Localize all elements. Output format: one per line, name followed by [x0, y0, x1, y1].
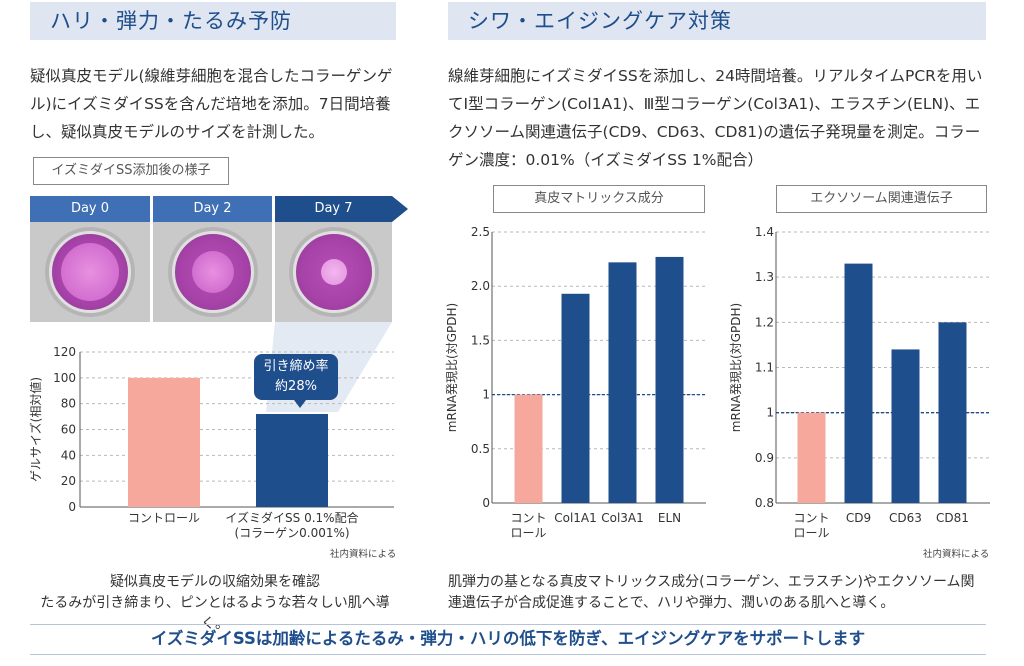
callout-line1: 引き締め率	[263, 359, 329, 374]
y-tick-label: 1.1	[755, 361, 774, 375]
y-axis-label: mRNA発現比(対GPDH)	[729, 303, 743, 432]
callout-line2: 約28%	[275, 379, 317, 394]
left-description: 疑似真皮モデル(線維芽細胞を混合したコラーゲンゲル)にイズミダイSSを含んだ培地…	[30, 67, 393, 141]
y-tick-label: 40	[61, 448, 76, 462]
right-section-heading: シワ・エイジングケア対策	[448, 2, 986, 40]
x-tick-label: CD9	[846, 511, 871, 525]
x-tick-label: ロール	[793, 526, 829, 540]
y-tick-label: 2.0	[471, 279, 490, 293]
bar	[891, 349, 920, 503]
x-tick-label: ロール	[510, 526, 546, 540]
y-tick-label: 1.5	[471, 333, 490, 347]
right-source-note: 社内資料による	[923, 549, 990, 560]
x-tick-label: コントロール	[128, 511, 200, 525]
x-tick-label: (コラーゲン0.001%)	[234, 526, 349, 540]
y-tick-label: 0.9	[755, 451, 774, 465]
y-tick-label: 80	[61, 397, 76, 411]
matrix-chart-title: 真皮マトリックス成分	[493, 185, 705, 213]
photo-box-label: イズミダイSS添加後の様子	[33, 157, 229, 185]
y-axis-label: ゲルサイズ(相対値)	[28, 377, 43, 482]
footer-bottom-rule	[30, 654, 986, 655]
y-tick-label: 1	[482, 388, 490, 402]
right-caption: 肌弾力の基となる真皮マトリックス成分(コラーゲン、エラスチン)やエクソソーム関連…	[448, 574, 975, 611]
bar	[655, 256, 684, 503]
left-caption-line2: たるみが引き締まり、ピンとはるような若々しい肌へ導く。	[40, 595, 390, 632]
bar	[128, 377, 200, 507]
day-tab-0: Day 0	[30, 196, 150, 222]
bar	[938, 322, 967, 503]
y-tick-label: 0.8	[755, 496, 774, 510]
x-tick-label: コント	[793, 511, 829, 525]
bar	[514, 394, 543, 503]
y-tick-label: 20	[61, 474, 76, 488]
day-tab-2: Day 2	[153, 196, 272, 222]
y-tick-label: 1	[766, 406, 774, 420]
dish-photo-day2	[153, 222, 272, 322]
dish-photo-day0	[30, 222, 150, 322]
bar	[561, 293, 590, 503]
left-caption-line1: 疑似真皮モデルの収縮効果を確認	[110, 574, 320, 590]
x-tick-label: Col1A1	[554, 511, 597, 525]
shrink-rate-callout: 引き締め率 約28%	[254, 354, 338, 408]
x-tick-label: CD63	[889, 511, 922, 525]
y-axis-label: mRNA発現比(対GPDH)	[445, 303, 459, 432]
left-source-note: 社内資料による	[330, 549, 397, 560]
x-tick-label: CD81	[936, 511, 969, 525]
day-tab-7: Day 7	[275, 196, 392, 222]
y-tick-label: 100	[53, 371, 76, 385]
y-tick-label: 0.5	[471, 442, 490, 456]
bar	[256, 414, 328, 507]
y-tick-label: 0	[482, 496, 490, 510]
x-tick-label: Col3A1	[601, 511, 644, 525]
timeline-arrow-icon	[392, 196, 408, 222]
exosome-chart-title: エクソソーム関連遺伝子	[776, 185, 987, 213]
footer-message: イズミダイSSは加齢によるたるみ・弾力・ハリの低下を防ぎ、エイジングケアをサポー…	[150, 629, 866, 648]
y-tick-label: 1.2	[755, 315, 774, 329]
x-tick-label: イズミダイSS 0.1%配合	[225, 510, 358, 525]
y-tick-label: 2.5	[471, 225, 490, 239]
y-tick-label: 1.3	[755, 270, 774, 284]
left-caption: 疑似真皮モデルの収縮効果を確認 たるみが引き締まり、ピンとはるような若々しい肌へ…	[30, 572, 400, 635]
x-tick-label: ELN	[658, 511, 681, 525]
x-tick-label: コント	[510, 511, 546, 525]
left-section-heading: ハリ・弾力・たるみ予防	[30, 2, 396, 40]
dish-photo-day7	[275, 222, 392, 322]
y-tick-label: 1.4	[755, 225, 774, 239]
y-tick-label: 0	[68, 500, 76, 514]
bar	[797, 412, 826, 503]
bar	[844, 263, 873, 503]
footer-top-rule	[30, 624, 986, 625]
bar	[608, 262, 637, 503]
right-description: 線維芽細胞にイズミダイSSを添加し、24時間培養。リアルタイムPCRを用いてⅠ型…	[448, 67, 983, 169]
y-tick-label: 60	[61, 423, 76, 437]
y-tick-label: 120	[53, 345, 76, 359]
